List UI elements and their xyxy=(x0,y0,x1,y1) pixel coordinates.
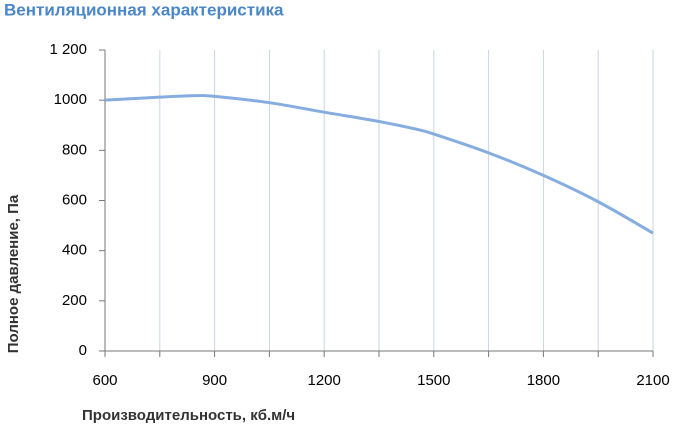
y-axis-title: Полное давление, Па xyxy=(5,194,22,353)
x-tick-label: 600 xyxy=(92,372,117,389)
y-tick-label: 600 xyxy=(62,191,87,208)
y-tick-label: 0 xyxy=(79,342,87,359)
x-tick-label: 900 xyxy=(202,372,227,389)
y-tick-label: 800 xyxy=(62,141,87,158)
x-tick-label: 2100 xyxy=(636,372,669,389)
x-tick-label: 1200 xyxy=(308,372,341,389)
y-tick-label: 400 xyxy=(62,242,87,259)
x-axis-title: Производительность, кб.м/ч xyxy=(82,407,295,424)
y-tick-label: 1000 xyxy=(54,91,87,108)
y-tick-label: 200 xyxy=(62,292,87,309)
x-tick-label: 1800 xyxy=(527,372,560,389)
chart-title: Вентиляционная характеристика xyxy=(4,0,284,19)
data-line xyxy=(104,94,654,235)
y-tick-label: 1 200 xyxy=(49,41,87,58)
x-tick-label: 1500 xyxy=(417,372,450,389)
